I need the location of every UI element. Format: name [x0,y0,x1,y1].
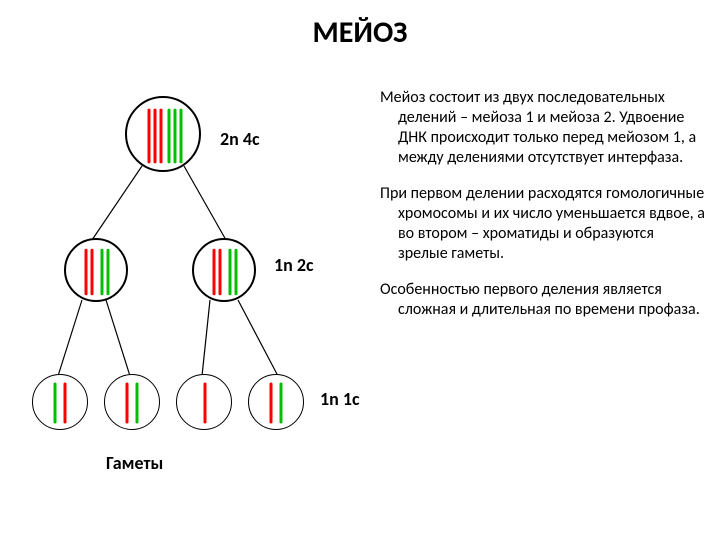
cell-g3 [176,374,232,430]
cell-top [125,96,201,172]
text-column: Мейоз состоит из двух последовательных д… [380,88,705,336]
meiosis-diagram: 2n 4c 1n 2c 1n 1c Гаметы [30,90,370,500]
paragraph-2: При первом делении расходятся гомологичн… [380,184,705,264]
cell-m2 [192,238,256,302]
cell-g1 [32,374,88,430]
paragraph-1: Мейоз состоит из двух последовательных д… [380,88,705,168]
cell-g4 [248,374,304,430]
label-2n4c: 2n 4c [220,128,260,150]
cell-m1 [64,238,128,302]
label-1n2c: 1n 2c [274,254,314,276]
cell-g2 [104,374,160,430]
paragraph-3: Особенностью первого деления является сл… [380,280,705,320]
label-gametes: Гаметы [106,452,163,474]
label-1n1c: 1n 1c [320,388,360,410]
page-title: МЕЙОЗ [0,14,720,51]
